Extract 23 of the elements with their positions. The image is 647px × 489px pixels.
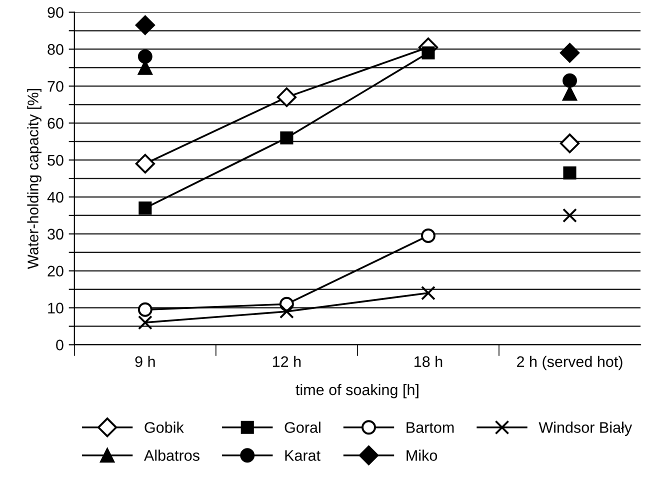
legend-label: Miko — [406, 450, 438, 461]
y-tick-label: 80 — [48, 44, 64, 55]
x-tick-label: 2 h (served hot) — [517, 356, 622, 370]
legend-label: Gobik — [144, 422, 184, 433]
legend-label: Bartom — [406, 422, 454, 433]
y-tick-label: 20 — [48, 266, 64, 277]
y-tick-label: 10 — [48, 302, 64, 314]
y-tick-label: 60 — [48, 118, 64, 129]
y-tick-label: 70 — [48, 80, 64, 92]
x-tick-label: 18 h — [414, 356, 442, 368]
y-axis-title: Water-holding capacity [%] — [27, 89, 42, 269]
legend-label: Albatros — [144, 450, 200, 461]
y-tick-label: 40 — [47, 192, 64, 203]
x-axis-title: time of soaking [h] — [296, 384, 418, 398]
x-tick-label: 12 h — [273, 356, 301, 367]
legend-label: Windsor Biały — [538, 422, 632, 436]
y-tick-label: 0 — [56, 340, 64, 350]
legend-label: Karat — [285, 450, 320, 461]
y-tick-label: 30 — [48, 228, 64, 240]
y-tick-label: 50 — [48, 154, 64, 166]
y-tick-label: 90 — [48, 7, 64, 18]
x-tick-label: 9 h — [135, 356, 155, 368]
legend-label: Goral — [284, 422, 320, 433]
